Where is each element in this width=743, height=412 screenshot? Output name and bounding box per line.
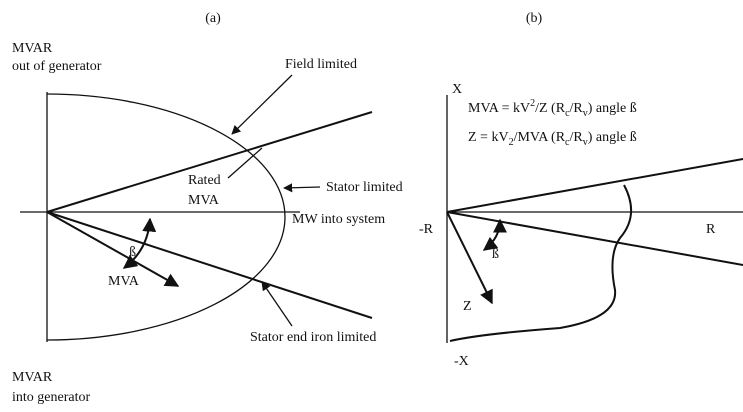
annotation: Stator limited (326, 180, 403, 195)
annotation: Stator end iron limited (250, 330, 376, 345)
formula: MVA = kV2/Z (Rc/Rv) angle ß (468, 98, 637, 119)
panel-a: (a) MVAR out of generator MVAR into gene… (12, 11, 403, 405)
pointer (227, 147, 263, 179)
mva-vector (46, 211, 180, 287)
vector-label: MVA (108, 274, 140, 289)
axis-label: R (706, 222, 716, 237)
limit-line (446, 158, 743, 213)
pointer (231, 74, 293, 135)
annotation: Field limited (285, 57, 357, 72)
angle-label: ß (492, 247, 499, 262)
capability-curve (449, 184, 632, 342)
annotation: Rated (188, 173, 221, 188)
panel-label: (a) (205, 11, 221, 26)
limit-line (46, 111, 373, 213)
axis-label: MW into system (292, 212, 385, 227)
axis-label: out of generator (12, 59, 102, 74)
pointer (283, 183, 321, 193)
panel-label: (b) (526, 11, 543, 26)
pointer (261, 281, 293, 327)
axis-label: MVAR (12, 41, 53, 56)
angle-arc (482, 218, 507, 251)
axis-label: -X (454, 354, 469, 369)
axis-label: MVAR (12, 370, 53, 385)
panel-b: (b) X -X -R R MVA = kV2/Z (Rc/Rv) angle … (419, 11, 743, 369)
annotation: MVA (188, 193, 220, 208)
vector-label: Z (463, 299, 472, 314)
axis-label: X (452, 82, 462, 97)
angle-arc (122, 217, 157, 269)
axis-label: -R (419, 222, 434, 237)
limit-line (46, 211, 373, 319)
axis-label: into generator (12, 390, 90, 405)
z-vector (446, 211, 493, 305)
angle-label: ß (129, 245, 136, 260)
capability-curve (46, 93, 286, 341)
formula: Z = kV2/MVA (Rc/Rv) angle ß (468, 130, 637, 148)
